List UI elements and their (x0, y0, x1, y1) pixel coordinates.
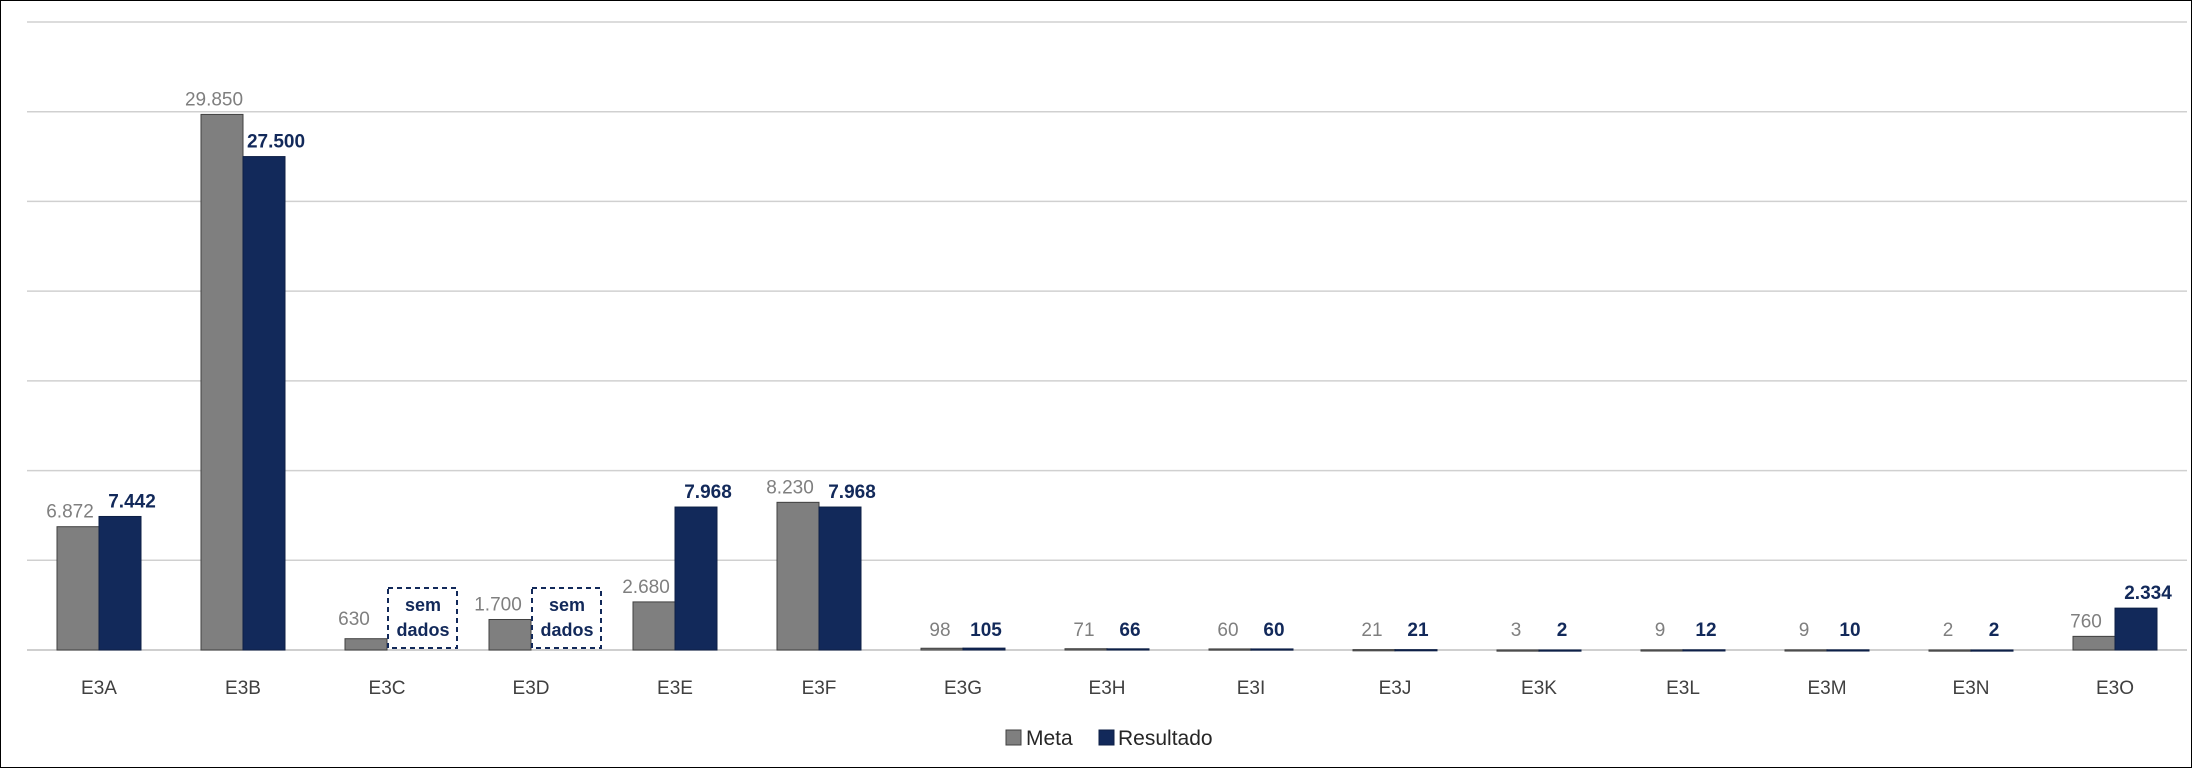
bar-meta (1352, 649, 1396, 652)
no-data-label: sem (549, 595, 585, 615)
bar-resultado (1538, 649, 1582, 652)
x-tick-label: E3F (802, 678, 837, 699)
data-label-meta: 71 (1073, 620, 1094, 641)
bar-meta (488, 618, 532, 651)
bar-resultado (1106, 648, 1150, 651)
bar-resultado (1970, 649, 2014, 652)
legend-label-meta: Meta (1026, 727, 1073, 750)
data-label-meta: 60 (1217, 620, 1238, 641)
data-label-resultado: 2.334 (2124, 583, 2172, 604)
legend-swatch-resultado (1098, 729, 1115, 746)
bar-meta (2072, 635, 2116, 651)
bar-meta (1064, 648, 1108, 651)
bar-meta (1496, 649, 1540, 652)
no-data-label: sem (405, 595, 441, 615)
data-label-meta: 9 (1655, 620, 1666, 641)
bar-meta (632, 601, 676, 651)
x-tick-label: E3J (1379, 678, 1412, 699)
data-label-meta: 760 (2070, 611, 2102, 632)
bar-meta (1208, 648, 1252, 651)
bar-meta (344, 638, 388, 651)
legend-swatch-meta (1005, 729, 1022, 746)
x-tick-label: E3N (1953, 678, 1990, 699)
data-label-meta: 9 (1799, 620, 1810, 641)
x-tick-label: E3L (1666, 678, 1700, 699)
data-label-resultado: 66 (1119, 620, 1140, 641)
data-label-resultado: 21 (1407, 620, 1429, 641)
data-label-resultado: 60 (1263, 620, 1284, 641)
legend-label-resultado: Resultado (1118, 727, 1213, 750)
data-label-meta: 630 (338, 609, 370, 630)
bar-resultado (98, 515, 142, 651)
bar-resultado (242, 156, 286, 651)
x-tick-label: E3O (2096, 678, 2134, 699)
data-label-meta: 6.872 (46, 502, 94, 523)
no-data-box (387, 587, 458, 649)
data-label-resultado: 7.968 (684, 482, 732, 503)
data-label-resultado: 27.500 (247, 132, 305, 153)
x-tick-label: E3H (1089, 678, 1126, 699)
data-label-meta: 2.680 (622, 577, 670, 598)
bar-meta (56, 526, 100, 651)
bar-meta (920, 647, 964, 651)
data-label-meta: 8.230 (766, 477, 814, 498)
x-tick-label: E3E (657, 678, 693, 699)
data-label-resultado: 10 (1839, 620, 1860, 641)
data-label-meta: 3 (1511, 620, 1522, 641)
bar-resultado (674, 506, 718, 651)
x-tick-label: E3I (1237, 678, 1266, 699)
data-label-meta: 2 (1943, 620, 1954, 641)
bar-resultado (1394, 649, 1438, 652)
bar-meta (1640, 649, 1684, 652)
x-tick-label: E3K (1521, 678, 1557, 699)
data-label-meta: 1.700 (474, 594, 522, 615)
x-tick-label: E3D (513, 678, 550, 699)
bar-resultado (962, 647, 1006, 651)
data-label-resultado: 2 (1989, 620, 2000, 641)
x-tick-label: E3B (225, 678, 261, 699)
bar-meta (200, 113, 244, 651)
x-tick-label: E3G (944, 678, 982, 699)
no-data-label: dados (396, 620, 449, 640)
data-label-resultado: 105 (970, 620, 1002, 641)
data-label-resultado: 7.968 (828, 482, 876, 503)
no-data-label: dados (540, 620, 593, 640)
bar-resultado (1682, 649, 1726, 652)
bar-resultado (1826, 649, 1870, 652)
x-tick-label: E3C (369, 678, 406, 699)
bar-resultado (818, 506, 862, 651)
bar-meta (776, 501, 820, 651)
data-label-meta: 21 (1361, 620, 1382, 641)
bar-meta (1928, 649, 1972, 652)
bar-resultado (1250, 648, 1294, 651)
bar-meta (1784, 649, 1828, 652)
data-label-meta: 29.850 (185, 89, 243, 110)
data-label-meta: 98 (929, 620, 950, 641)
bar-resultado (2114, 607, 2158, 651)
no-data-box (531, 587, 602, 649)
x-tick-label: E3A (81, 678, 117, 699)
data-label-resultado: 7.442 (108, 491, 156, 512)
data-label-resultado: 12 (1695, 620, 1716, 641)
x-tick-label: E3M (1807, 678, 1846, 699)
data-label-resultado: 2 (1557, 620, 1568, 641)
